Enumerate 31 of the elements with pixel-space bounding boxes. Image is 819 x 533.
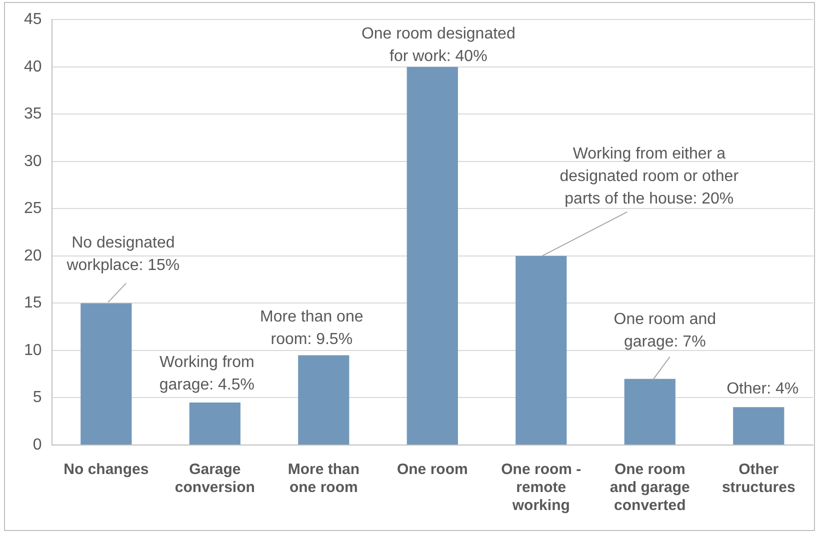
bar [624,378,676,444]
bar [298,355,350,444]
x-tick-label: One room and garage converted [610,461,690,514]
x-tick-label: One room - remote working [501,461,582,514]
y-tick-label: 45 [24,11,42,28]
x-tick-label: More than one room [288,461,360,496]
y-tick-label: 20 [24,247,42,264]
bar [733,407,784,444]
y-tick-label: 15 [24,294,42,312]
annotation: One room and garage: 7% [614,311,716,351]
annotation: No designated workplace: 15% [66,234,180,274]
x-tick-label: Garage conversion [174,461,255,496]
y-tick-label: 25 [24,200,42,218]
annotation: One room designated for work: 40% [361,25,516,65]
annotation: Working from garage: 4.5% [159,354,255,394]
y-tick-label: 5 [32,389,42,406]
y-tick-label: 35 [24,106,42,123]
y-tick-label: 40 [24,58,42,76]
y-tick-label: 10 [24,342,42,359]
bar [189,402,240,444]
x-tick-label: No changes [64,461,149,478]
annotation: Working from either a designated room or other parts of the house: 20% [560,145,740,208]
annotation: More than one room: 9.5% [260,308,364,348]
y-tick-label: 30 [24,152,42,170]
annotation: Other: 4% [726,380,799,398]
bar [80,303,132,444]
x-tick-label: Other structures [722,461,796,496]
x-tick-label: One room [396,461,468,478]
bar [516,256,567,444]
bar [406,66,458,444]
y-tick-label: 0 [32,436,42,454]
